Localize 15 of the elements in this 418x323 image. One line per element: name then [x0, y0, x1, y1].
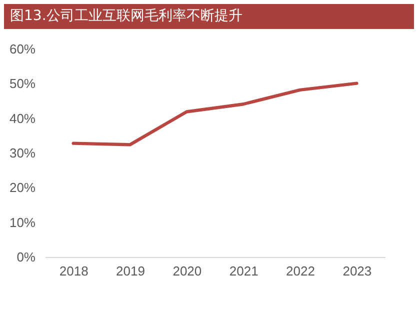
x-tick-label: 2020 [172, 264, 202, 278]
y-tick-label: 0% [16, 250, 36, 264]
y-tick-label: 20% [9, 180, 36, 196]
x-tick-label: 2022 [286, 264, 315, 278]
line-series [72, 82, 358, 146]
y-tick-label: 10% [9, 214, 36, 230]
x-tick-label: 2018 [59, 264, 88, 278]
x-tick-label: 2021 [229, 264, 258, 278]
y-tick-label: 60% [9, 42, 36, 56]
chart-title: 图13.公司工业互联网毛利率不断提升 [4, 4, 414, 29]
y-tick-label: 50% [9, 76, 36, 92]
y-tick-label: 30% [9, 146, 36, 160]
y-tick-label: 40% [9, 110, 36, 126]
x-tick-label: 2019 [116, 264, 145, 278]
x-tick-label: 2023 [342, 264, 372, 278]
